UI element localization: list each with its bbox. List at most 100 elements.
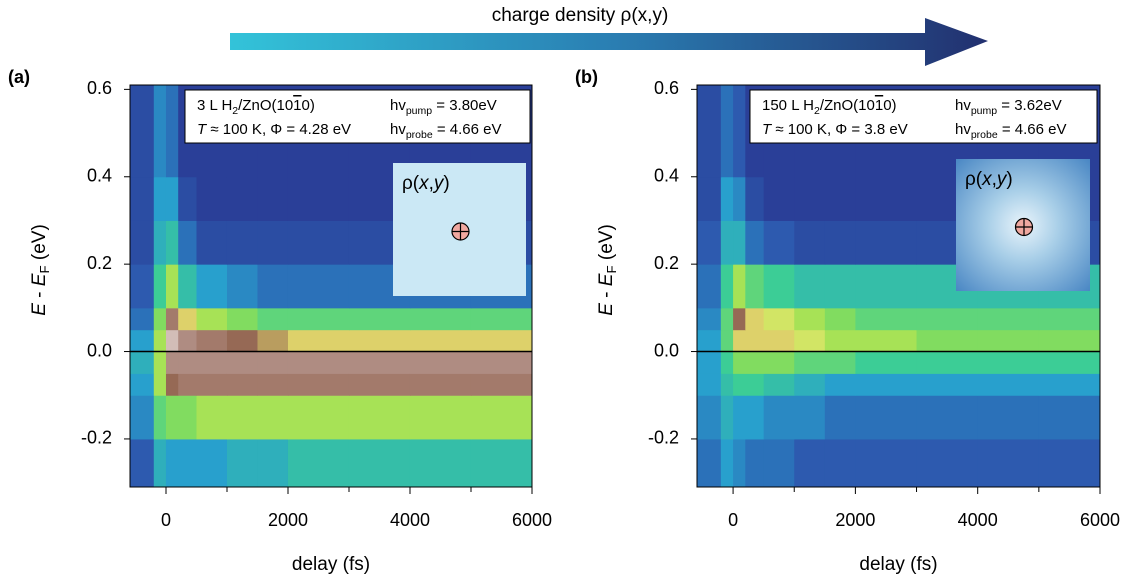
x-tick-label: 0 <box>728 510 738 530</box>
heat-cell <box>824 329 856 353</box>
x-tick-label: 4000 <box>390 510 430 530</box>
heat-cell <box>196 438 228 488</box>
heat-cell <box>257 351 289 374</box>
sample-text-part: 3 L H <box>197 97 232 114</box>
y-tick-label: 0.6 <box>654 78 679 98</box>
conditions-text-part: ≈ 100 K, Φ = 3.8 eV <box>771 121 908 138</box>
heat-cell <box>697 307 722 331</box>
heat-cell <box>287 329 350 353</box>
heat-cell <box>763 395 795 440</box>
pump-text-part: pump <box>406 105 432 117</box>
probe-text-part: probe <box>971 129 998 141</box>
heat-cell <box>697 329 722 353</box>
heat-cell <box>226 329 258 353</box>
sample-text-part: /ZnO(10 <box>820 97 875 114</box>
heat-cell <box>153 220 167 265</box>
heat-cell <box>165 85 179 178</box>
heat-cell <box>1038 351 1101 374</box>
heat-cell <box>824 264 856 309</box>
heat-cell <box>409 395 472 440</box>
heat-cell <box>733 307 746 331</box>
heat-cell <box>165 438 179 488</box>
inset-label: ρ(x,y) <box>965 169 1013 190</box>
y-tick-label: -0.2 <box>648 428 679 448</box>
heat-cell <box>287 438 350 488</box>
heat-cell <box>178 329 197 353</box>
heat-cell <box>697 351 722 374</box>
heat-cell <box>916 329 979 353</box>
heat-cell <box>745 220 765 265</box>
heat-cell <box>855 307 918 331</box>
heat-cell <box>196 329 228 353</box>
heat-cell <box>130 351 155 374</box>
conditions-text: T ≈ 100 K, Φ = 3.8 eV <box>762 121 908 138</box>
heat-cell <box>153 85 167 178</box>
heat-cell <box>1038 329 1101 353</box>
heat-cell <box>1038 395 1101 440</box>
heat-cell <box>130 220 155 265</box>
y-axis-label-part: F <box>37 265 52 273</box>
heat-cell <box>153 329 167 353</box>
heat-cell <box>470 395 533 440</box>
heat-cell <box>745 307 765 331</box>
inset-label-part: x <box>418 173 430 194</box>
heat-cell <box>165 220 179 265</box>
heat-cell <box>745 351 765 374</box>
heat-cell <box>720 85 734 178</box>
heat-cell <box>745 395 765 440</box>
sample-text-part: /ZnO(10 <box>238 97 293 114</box>
heat-cell <box>470 351 533 374</box>
heat-cell <box>130 329 155 353</box>
y-axis-label-part: (eV) <box>596 224 617 265</box>
heat-cell <box>130 395 155 440</box>
heat-cell <box>977 438 1040 488</box>
heat-cell <box>409 307 472 331</box>
heat-cell <box>178 351 197 374</box>
heat-cell <box>153 264 167 309</box>
heat-cell <box>855 329 918 353</box>
heat-cell <box>196 351 228 374</box>
heat-cell <box>733 395 746 440</box>
y-axis-label-part: E <box>596 303 617 316</box>
heat-cell <box>824 220 856 265</box>
heat-cell <box>165 307 179 331</box>
heat-cell <box>165 373 179 396</box>
x-axis-label: delay (fs) <box>859 554 937 575</box>
inset-label-part: ρ( <box>965 169 983 190</box>
x-tick-label: 6000 <box>1080 510 1120 530</box>
heat-cell <box>824 176 856 221</box>
x-tick-label: 2000 <box>268 510 308 530</box>
heat-cell <box>287 176 350 221</box>
pump-text: hvpump = 3.62eV <box>955 97 1062 117</box>
annotation-box <box>749 89 1098 144</box>
inset-label-part: ρ( <box>402 173 420 194</box>
charge-plus <box>452 223 469 240</box>
inset-label-part: y <box>432 173 445 194</box>
heat-cell <box>916 307 979 331</box>
sample-text-part: 2 <box>232 105 238 117</box>
heat-cell <box>257 329 289 353</box>
x-tick-label: 2000 <box>835 510 875 530</box>
heat-cell <box>697 395 722 440</box>
heat-cell <box>763 307 795 331</box>
heat-cell <box>153 373 167 396</box>
heat-cell <box>824 373 856 396</box>
heat-cell <box>977 373 1040 396</box>
x-axis-label: delay (fs) <box>292 554 370 575</box>
heat-cell <box>178 438 197 488</box>
panel-label: (a) <box>8 67 30 87</box>
sample-text: 3 L H2/ZnO(1010) <box>197 97 315 117</box>
heat-cell <box>720 438 734 488</box>
heat-cell <box>977 395 1040 440</box>
pump-text-part: = 3.62eV <box>997 97 1062 114</box>
heat-cell <box>257 220 289 265</box>
heat-cell <box>855 373 918 396</box>
probe-text: hvprobe = 4.66 eV <box>955 121 1067 141</box>
y-axis-label-part: - <box>596 286 617 303</box>
pump-text-part: = 3.80eV <box>432 97 497 114</box>
arrow-label: charge density ρ(x,y) <box>492 5 669 26</box>
heat-cell <box>130 264 155 309</box>
sample-text-part: 150 L H <box>762 97 814 114</box>
heat-cell <box>720 220 734 265</box>
